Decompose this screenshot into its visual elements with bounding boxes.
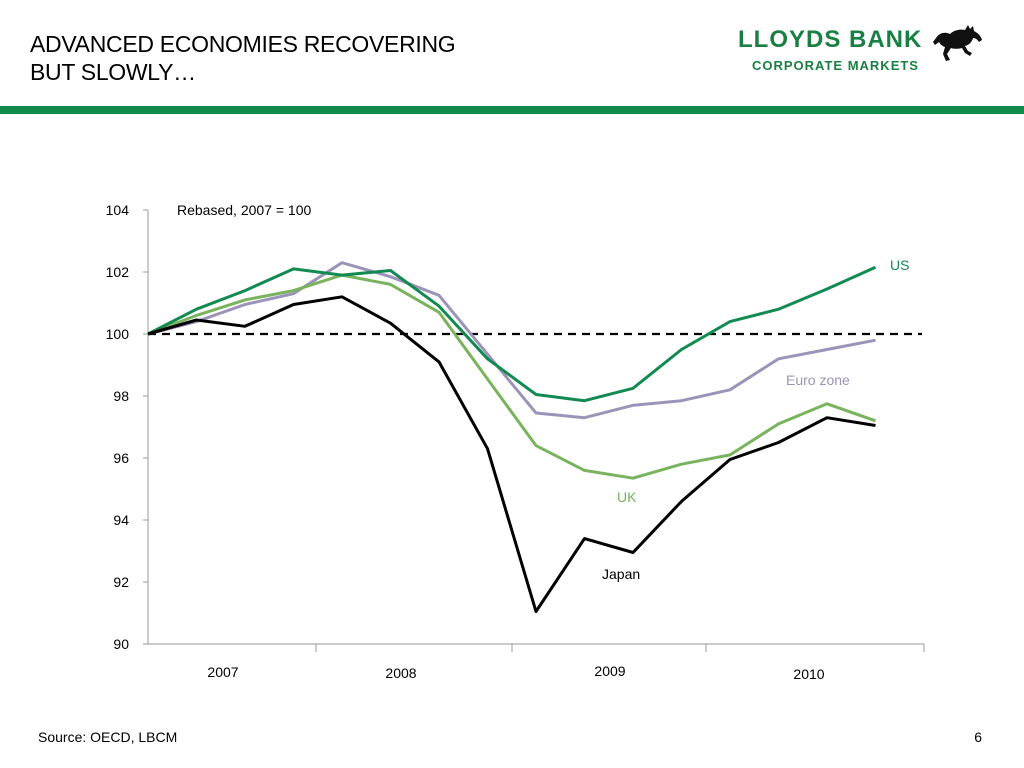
y-tick-label: 98 (113, 388, 129, 404)
chart-annotation: Rebased, 2007 = 100 (177, 202, 311, 218)
series-euro-zone (147, 261, 876, 420)
series-label-japan: Japan (602, 566, 640, 582)
y-tick-label: 96 (113, 450, 129, 466)
series-japan (147, 295, 876, 613)
lloyds-bank-logo: LLOYDS BANK CORPORATE MARKETS (736, 18, 986, 78)
y-tick-label: 100 (106, 326, 130, 342)
header-rule (0, 106, 1024, 114)
series-uk (147, 273, 876, 480)
series-us (147, 265, 877, 403)
x-year-label: 2009 (594, 663, 625, 679)
line-chart: 90 92 94 96 98 100 102 104 2007 2008 2009 2010 US Eu… (106, 202, 925, 682)
series-label-euro-zone: Euro zone (786, 372, 850, 388)
logo-subtitle: CORPORATE MARKETS (752, 58, 919, 73)
y-tick-label: 92 (113, 574, 129, 590)
series-label-uk: UK (617, 489, 637, 505)
y-tick-label: 104 (106, 202, 130, 218)
black-horse-icon (933, 25, 982, 61)
y-tick-label: 94 (113, 512, 129, 528)
x-year-label: 2010 (793, 666, 824, 682)
source-note: Source: OECD, LBCM (38, 729, 178, 745)
x-year-label: 2007 (207, 664, 238, 680)
series-label-us: US (890, 257, 909, 273)
logo-name: LLOYDS BANK (738, 26, 923, 53)
y-tick-label: 90 (113, 636, 129, 652)
slide-title: ADVANCED ECONOMIES RECOVERING BUT SLOWLY… (30, 31, 456, 85)
x-year-label: 2008 (385, 665, 416, 681)
y-tick-label: 102 (106, 264, 130, 280)
page-number: 6 (974, 729, 982, 745)
